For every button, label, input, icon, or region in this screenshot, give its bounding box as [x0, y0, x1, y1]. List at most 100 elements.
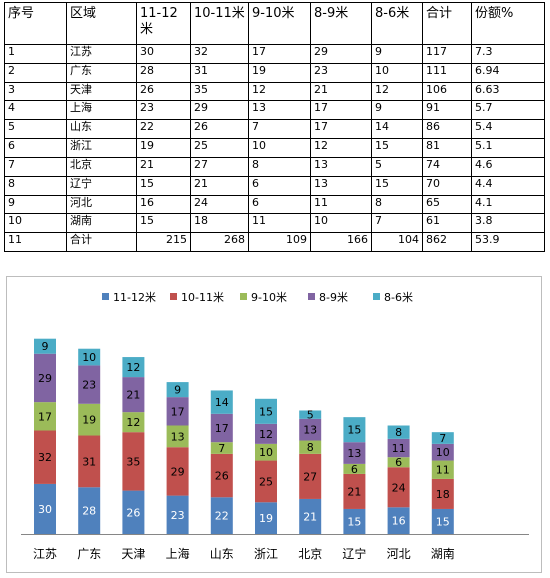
bar-segment — [387, 457, 410, 468]
data-label: 19 — [259, 512, 273, 525]
table-row: 7 北京 21 27 8 13 5 74 4.6 — [4, 156, 545, 177]
table-cell: 111 — [422, 62, 472, 83]
table-cell: 268 — [190, 232, 249, 252]
table-cell: 25 — [190, 138, 249, 158]
table-cell: 27 — [190, 156, 249, 177]
legend-swatch — [240, 293, 247, 300]
data-label: 11 — [392, 442, 406, 455]
header-cell: 区域 — [66, 2, 137, 45]
table-cell: 16 — [136, 194, 191, 215]
bar-segment — [255, 502, 277, 534]
table-cell: 11 — [4, 232, 67, 252]
table-cell: 28 — [136, 62, 191, 83]
data-label: 18 — [436, 488, 450, 501]
table-row: 3 天津 26 35 12 21 12 106 6.63 — [4, 81, 545, 102]
data-label: 8 — [307, 441, 314, 454]
table-cell: 7 — [371, 213, 423, 234]
data-label: 21 — [347, 485, 361, 498]
data-label: 32 — [38, 451, 52, 464]
data-label: 17 — [38, 410, 52, 423]
bar-segment — [122, 377, 145, 413]
bar-segment — [166, 447, 189, 496]
data-label: 31 — [82, 455, 96, 468]
legend-swatch — [308, 293, 315, 300]
bar-segment — [78, 348, 101, 366]
table-row: 5 山东 22 26 7 17 14 86 5.4 — [4, 119, 545, 140]
bar-segment — [78, 487, 101, 534]
table-cell: 13 — [248, 100, 311, 121]
table-cell: 辽宁 — [66, 175, 137, 196]
table-cell: 81 — [422, 138, 472, 158]
data-label: 15 — [347, 515, 361, 528]
bar-segment — [34, 402, 56, 431]
bar-segment — [210, 453, 233, 498]
category-label: 上海 — [166, 546, 190, 561]
bar-segment — [387, 438, 410, 458]
table-row: 1 江苏 30 32 17 29 9 117 7.3 — [4, 44, 545, 64]
bar-segment — [122, 412, 145, 433]
bar-segment — [34, 353, 56, 403]
data-label: 10 — [82, 351, 96, 364]
header-cell: 8-6米 — [371, 2, 423, 45]
table-cell: 2 — [4, 62, 67, 83]
data-label: 6 — [351, 463, 358, 476]
data-label: 14 — [215, 396, 229, 409]
bar-segment — [255, 398, 277, 424]
bar-segment — [431, 432, 454, 444]
table-cell: 862 — [422, 232, 472, 252]
legend-label: 8-9米 — [319, 291, 348, 304]
data-label: 8 — [395, 426, 402, 439]
header-cell: 11-12米 — [136, 2, 191, 45]
data-label: 28 — [82, 505, 96, 518]
table-row: 8 辽宁 15 21 6 13 15 70 4.4 — [4, 175, 545, 196]
table-cell: 19 — [136, 138, 191, 158]
data-label: 12 — [259, 428, 273, 441]
bar-segment — [34, 483, 56, 534]
table-cell: 江苏 — [66, 44, 137, 64]
bar-segment — [431, 443, 454, 461]
table-row: 9 河北 16 24 6 11 8 65 4.1 — [4, 194, 545, 215]
table-cell: 河北 — [66, 194, 137, 215]
bar-segment — [34, 430, 56, 484]
table-cell: 北京 — [66, 156, 137, 177]
table-cell: 5.7 — [471, 100, 545, 121]
data-label: 13 — [303, 424, 317, 437]
legend-label: 9-10米 — [251, 291, 287, 304]
category-label: 天津 — [121, 547, 145, 561]
data-label: 12 — [126, 416, 140, 429]
data-label: 9 — [174, 384, 181, 397]
data-label: 29 — [38, 372, 52, 385]
table-cell: 15 — [136, 175, 191, 196]
data-label: 21 — [126, 389, 140, 402]
bar-segment — [431, 460, 454, 479]
data-label: 15 — [347, 424, 361, 437]
table-cell: 8 — [4, 175, 67, 196]
table-row: 6 浙江 19 25 10 12 15 81 5.1 — [4, 138, 545, 158]
data-label: 26 — [126, 506, 140, 519]
header-cell: 份额% — [471, 2, 545, 45]
table-cell: 合计 — [66, 232, 137, 252]
table-cell: 17 — [248, 44, 311, 64]
table-cell: 山东 — [66, 119, 137, 140]
data-label: 7 — [218, 442, 225, 455]
table-cell: 14 — [371, 119, 423, 140]
header-cell: 10-11米 — [190, 2, 249, 45]
table-cell: 浙江 — [66, 138, 137, 158]
table-cell: 3 — [4, 81, 67, 102]
table-cell: 12 — [248, 81, 311, 102]
data-label: 13 — [347, 447, 361, 460]
table-cell: 70 — [422, 175, 472, 196]
table-cell: 31 — [190, 62, 249, 83]
data-label: 17 — [215, 422, 229, 435]
bar-segment — [387, 467, 410, 508]
data-label: 13 — [171, 430, 185, 443]
bar-segment — [299, 440, 322, 454]
legend-label: 8-6米 — [384, 291, 413, 304]
table-cell: 19 — [248, 62, 311, 83]
header-cell: 序号 — [4, 2, 67, 45]
table-cell: 24 — [190, 194, 249, 215]
table-cell: 7 — [248, 119, 311, 140]
table-row: 2 广东 28 31 19 23 10 111 6.94 — [4, 62, 545, 83]
legend-label: 10-11米 — [181, 291, 224, 304]
table-row: 10 湖南 15 18 11 10 7 61 3.8 — [4, 213, 545, 234]
